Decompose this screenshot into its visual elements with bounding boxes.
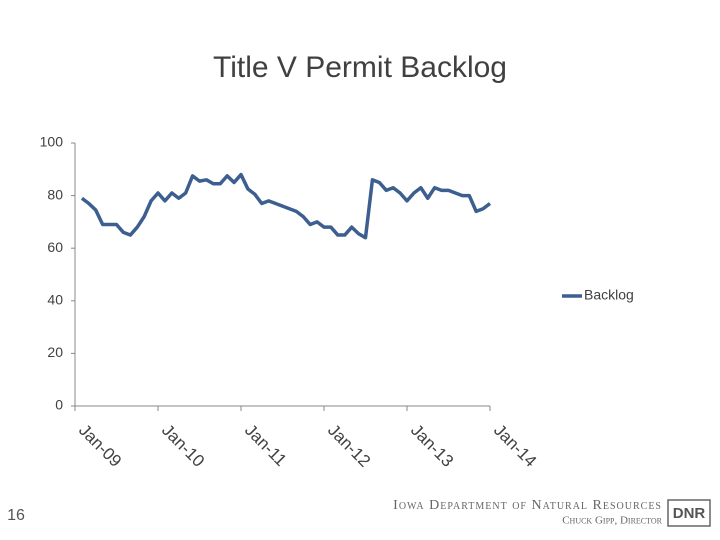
data-line: [80, 172, 492, 240]
y-tick-label: 100: [40, 134, 64, 150]
logo: DNR: [673, 505, 706, 522]
x-tick-label: Jan-09: [75, 421, 125, 471]
organization: Iowa Department of Natural Resources: [393, 498, 662, 513]
y-tick-label: 80: [47, 186, 63, 202]
x-tick-label: Jan-10: [158, 421, 208, 471]
legend-label: Backlog: [584, 287, 634, 303]
y-tick-label: 40: [47, 292, 63, 308]
x-tick-label: Jan-11: [241, 421, 290, 470]
y-tick-label: 20: [47, 344, 63, 360]
page-number: 16: [7, 507, 25, 524]
x-tick-label: Jan-13: [407, 421, 457, 471]
y-tick-label: 60: [47, 239, 63, 255]
x-tick-label: Jan-12: [324, 421, 374, 471]
logo-box: [667, 499, 711, 527]
chart-title: Title V Permit Backlog: [213, 51, 507, 84]
director: Chuck Gipp, Director: [562, 515, 662, 527]
x-tick-label: Jan-14: [490, 421, 540, 471]
y-tick-label: 0: [55, 397, 63, 413]
